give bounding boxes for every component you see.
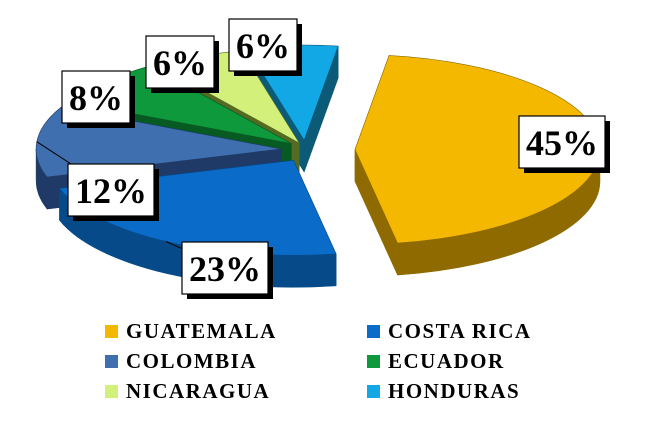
label-box-honduras bbox=[228, 18, 298, 72]
legend-swatch-colombia bbox=[105, 354, 118, 368]
data-label-guatemala: 45% bbox=[526, 123, 598, 163]
legend-swatch-nicaragua bbox=[105, 384, 118, 398]
label-box-costa-rica bbox=[181, 241, 269, 295]
legend-label-costa-rica: COSTA RICA bbox=[388, 318, 532, 343]
legend-item-nicaragua: NICARAGUA bbox=[105, 378, 270, 404]
data-label-costa-rica: 23% bbox=[189, 249, 261, 289]
legend-item-ecuador: ECUADOR bbox=[367, 348, 505, 374]
pie-slices bbox=[35, 44, 601, 288]
legend-item-costa-rica: COSTA RICA bbox=[367, 318, 532, 344]
label-box-colombia bbox=[67, 163, 155, 217]
data-label-honduras: 6% bbox=[236, 26, 290, 66]
legend-item-honduras: HONDURAS bbox=[367, 378, 520, 404]
legend-label-honduras: HONDURAS bbox=[388, 378, 521, 403]
legend-label-ecuador: ECUADOR bbox=[388, 348, 505, 373]
legend-swatch-guatemala bbox=[105, 324, 118, 338]
label-box-ecuador bbox=[61, 70, 131, 124]
data-label-nicaragua: 6% bbox=[153, 43, 207, 83]
legend-swatch-honduras bbox=[367, 384, 380, 398]
legend-item-guatemala: GUATEMALA bbox=[105, 318, 277, 344]
legend-label-guatemala: GUATEMALA bbox=[126, 318, 277, 343]
legend-swatch-ecuador bbox=[367, 354, 380, 368]
data-label-colombia: 12% bbox=[75, 171, 147, 211]
legend-item-colombia: COLOMBIA bbox=[105, 348, 257, 374]
data-labels: 45% 23% 12% 8% 6% 6% bbox=[36, 18, 610, 299]
legend-swatch-costa-rica bbox=[367, 324, 380, 338]
legend-label-nicaragua: NICARAGUA bbox=[126, 378, 271, 403]
data-label-ecuador: 8% bbox=[69, 78, 123, 118]
legend-label-colombia: COLOMBIA bbox=[126, 348, 258, 373]
label-box-guatemala bbox=[518, 115, 606, 169]
label-box-nicaragua bbox=[145, 35, 215, 89]
